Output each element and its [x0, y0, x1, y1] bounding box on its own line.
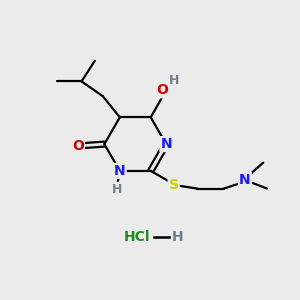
- Text: N: N: [114, 164, 126, 178]
- Text: O: O: [72, 139, 84, 153]
- Text: H: H: [172, 230, 184, 244]
- Text: O: O: [156, 83, 168, 97]
- Text: S: S: [169, 178, 179, 192]
- Text: H: H: [169, 74, 179, 87]
- Text: N: N: [160, 137, 172, 151]
- Text: HCl: HCl: [124, 230, 150, 244]
- Text: H: H: [112, 183, 123, 196]
- Text: N: N: [239, 173, 251, 187]
